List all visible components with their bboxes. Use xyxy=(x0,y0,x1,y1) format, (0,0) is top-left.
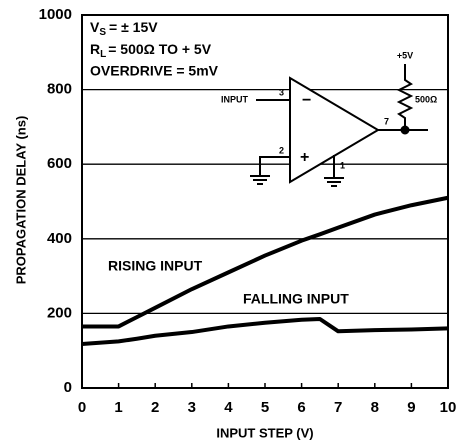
annotation: RL = 500Ω TO + 5V xyxy=(90,41,212,60)
x-tick-label: 6 xyxy=(297,399,305,416)
x-tick-label: 0 xyxy=(78,399,86,416)
plot-frame xyxy=(81,14,449,389)
x-tick-label: 3 xyxy=(188,399,196,416)
x-tick-label: 1 xyxy=(114,399,122,416)
annotation: VS = ± 15V xyxy=(90,19,158,38)
y-tick-label: 400 xyxy=(47,230,72,247)
x-tick-label: 9 xyxy=(407,399,415,416)
node xyxy=(400,125,410,135)
plot: 0 200 400 600 800 1000 0 1 2 3 4 5 6 7 8 9 10 RISING INPU… xyxy=(39,6,457,416)
series-label: RISING INPUT xyxy=(108,258,203,274)
schematic-label: 1 xyxy=(340,160,345,170)
line xyxy=(81,316,449,346)
y-tick-label: 0 xyxy=(64,379,72,396)
schematic-label: + xyxy=(300,149,309,166)
schematic-label: +5V xyxy=(397,50,413,60)
resistor xyxy=(396,64,414,130)
schematic-label: 7 xyxy=(384,116,389,126)
x-tick-label: 4 xyxy=(224,399,233,416)
annotations: VS = ± 15V RL = 500Ω TO + 5V OVERDRIVE = 5… xyxy=(90,19,219,79)
schematic xyxy=(250,64,428,187)
x-tick-label: 10 xyxy=(440,399,457,416)
y-axis-label: PROPAGATION DELAY (ns) xyxy=(13,116,28,285)
schematic-label: 3 xyxy=(279,87,284,97)
wire xyxy=(259,156,290,176)
y-tick-label: 1000 xyxy=(39,6,72,23)
y-tick-label: 600 xyxy=(47,155,72,172)
x-tick-label: 2 xyxy=(151,399,159,416)
x-tick-label: 8 xyxy=(371,399,379,416)
y-tick-label: 800 xyxy=(47,81,72,98)
schematic-label: INPUT xyxy=(221,94,249,104)
line xyxy=(82,195,449,329)
schematic-label: − xyxy=(302,92,311,109)
schematic-labels: INPUT 3 2 7 1 +5V 500Ω − + xyxy=(221,50,437,170)
schematic-label: 2 xyxy=(279,145,284,155)
annotation: OVERDRIVE = 5mV xyxy=(90,63,219,79)
x-tick-label: 7 xyxy=(334,399,342,416)
x-tick-label: 5 xyxy=(261,399,269,416)
schematic-label: 500Ω xyxy=(415,94,437,104)
y-tick-label: 200 xyxy=(47,304,72,321)
x-axis-label: INPUT STEP (V) xyxy=(216,425,313,440)
series-label: FALLING INPUT xyxy=(243,291,349,307)
